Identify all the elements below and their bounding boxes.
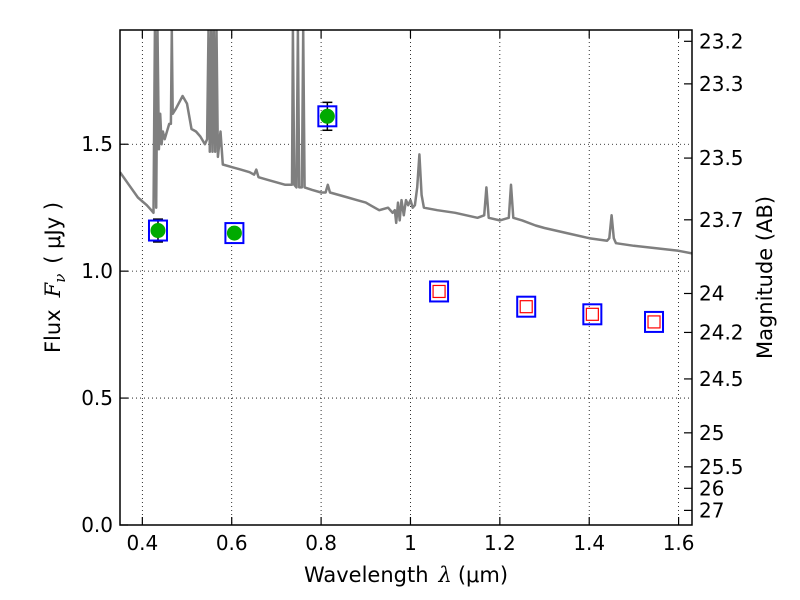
outline-box (429, 280, 450, 303)
outline-box (516, 295, 537, 318)
right-tick-label: 23.3 (699, 72, 744, 96)
right-tick-label: 26 (699, 476, 724, 500)
flux-marker (432, 284, 446, 299)
x-tick-label: 1.4 (573, 531, 605, 555)
right-tick-label: 23.5 (699, 146, 744, 170)
detection-point (317, 101, 338, 132)
right-tick-label: 27 (699, 498, 724, 522)
y-tick-label: 1.0 (81, 259, 113, 283)
x-tick-label: 1 (404, 531, 417, 555)
x-axis-label-unit: (μm) (458, 563, 508, 587)
outline-box (582, 303, 603, 326)
y-axis-label: Flux Fν ( μJy ) (41, 202, 69, 353)
outline-box (317, 105, 338, 128)
x-tick-label: 0.8 (305, 531, 337, 555)
y-axis-label-sub: ν (51, 274, 69, 283)
x-axis-label-text: Wavelength (304, 563, 429, 587)
y-axis-ticks: 0.0 0.5 1.0 1.5 (81, 132, 128, 537)
right-tick-label: 23.2 (699, 29, 744, 53)
x-tick-label: 0.6 (216, 531, 248, 555)
flux-marker (226, 225, 242, 241)
upper-limit-point (516, 295, 537, 318)
flux-marker (319, 108, 335, 124)
detection-point (224, 222, 245, 245)
x-axis-label: Wavelength λ (μm) (304, 563, 508, 587)
right-tick-label: 24.2 (699, 320, 744, 344)
right-tick-label: 25.5 (699, 455, 744, 479)
right-tick-label: 23.7 (699, 208, 744, 232)
detection-point (147, 218, 168, 243)
upper-limit-point (644, 310, 665, 333)
outline-box (224, 222, 245, 245)
right-tick-label: 25 (699, 421, 724, 445)
spectrum (120, 30, 692, 255)
right-axis-label: Magnitude (AB) (753, 196, 777, 359)
flux-marker (647, 315, 661, 329)
plot-frame (119, 29, 693, 526)
model-spectrum-line (120, 30, 692, 255)
y-axis-label-symbol: F (41, 281, 65, 298)
x-axis-label-symbol: λ (438, 563, 452, 587)
flux-marker (519, 300, 533, 314)
right-tick-label: 24 (699, 281, 724, 305)
outline-box (147, 219, 168, 242)
upper-limit-point (582, 303, 603, 326)
y-tick-label: 1.5 (81, 132, 113, 156)
flux-marker (585, 307, 599, 321)
upper-limit-point (429, 280, 450, 303)
y-tick-label: 0.0 (81, 513, 113, 537)
grid (120, 30, 692, 526)
x-tick-label: 1.6 (663, 531, 695, 555)
y-axis-label-unit: ( μJy ) (41, 202, 65, 264)
x-tick-label: 0.4 (126, 531, 158, 555)
flux-marker (150, 223, 166, 239)
y-tick-label: 0.5 (81, 386, 113, 410)
right-tick-label: 24.5 (699, 367, 744, 391)
y-axis-label-text: Flux (41, 309, 65, 353)
photometry-points (147, 101, 665, 333)
x-tick-label: 1.2 (484, 531, 516, 555)
outline-box (644, 310, 665, 333)
x-axis-ticks: 0.4 0.6 0.8 1 1.2 1.4 1.6 (126, 30, 695, 555)
